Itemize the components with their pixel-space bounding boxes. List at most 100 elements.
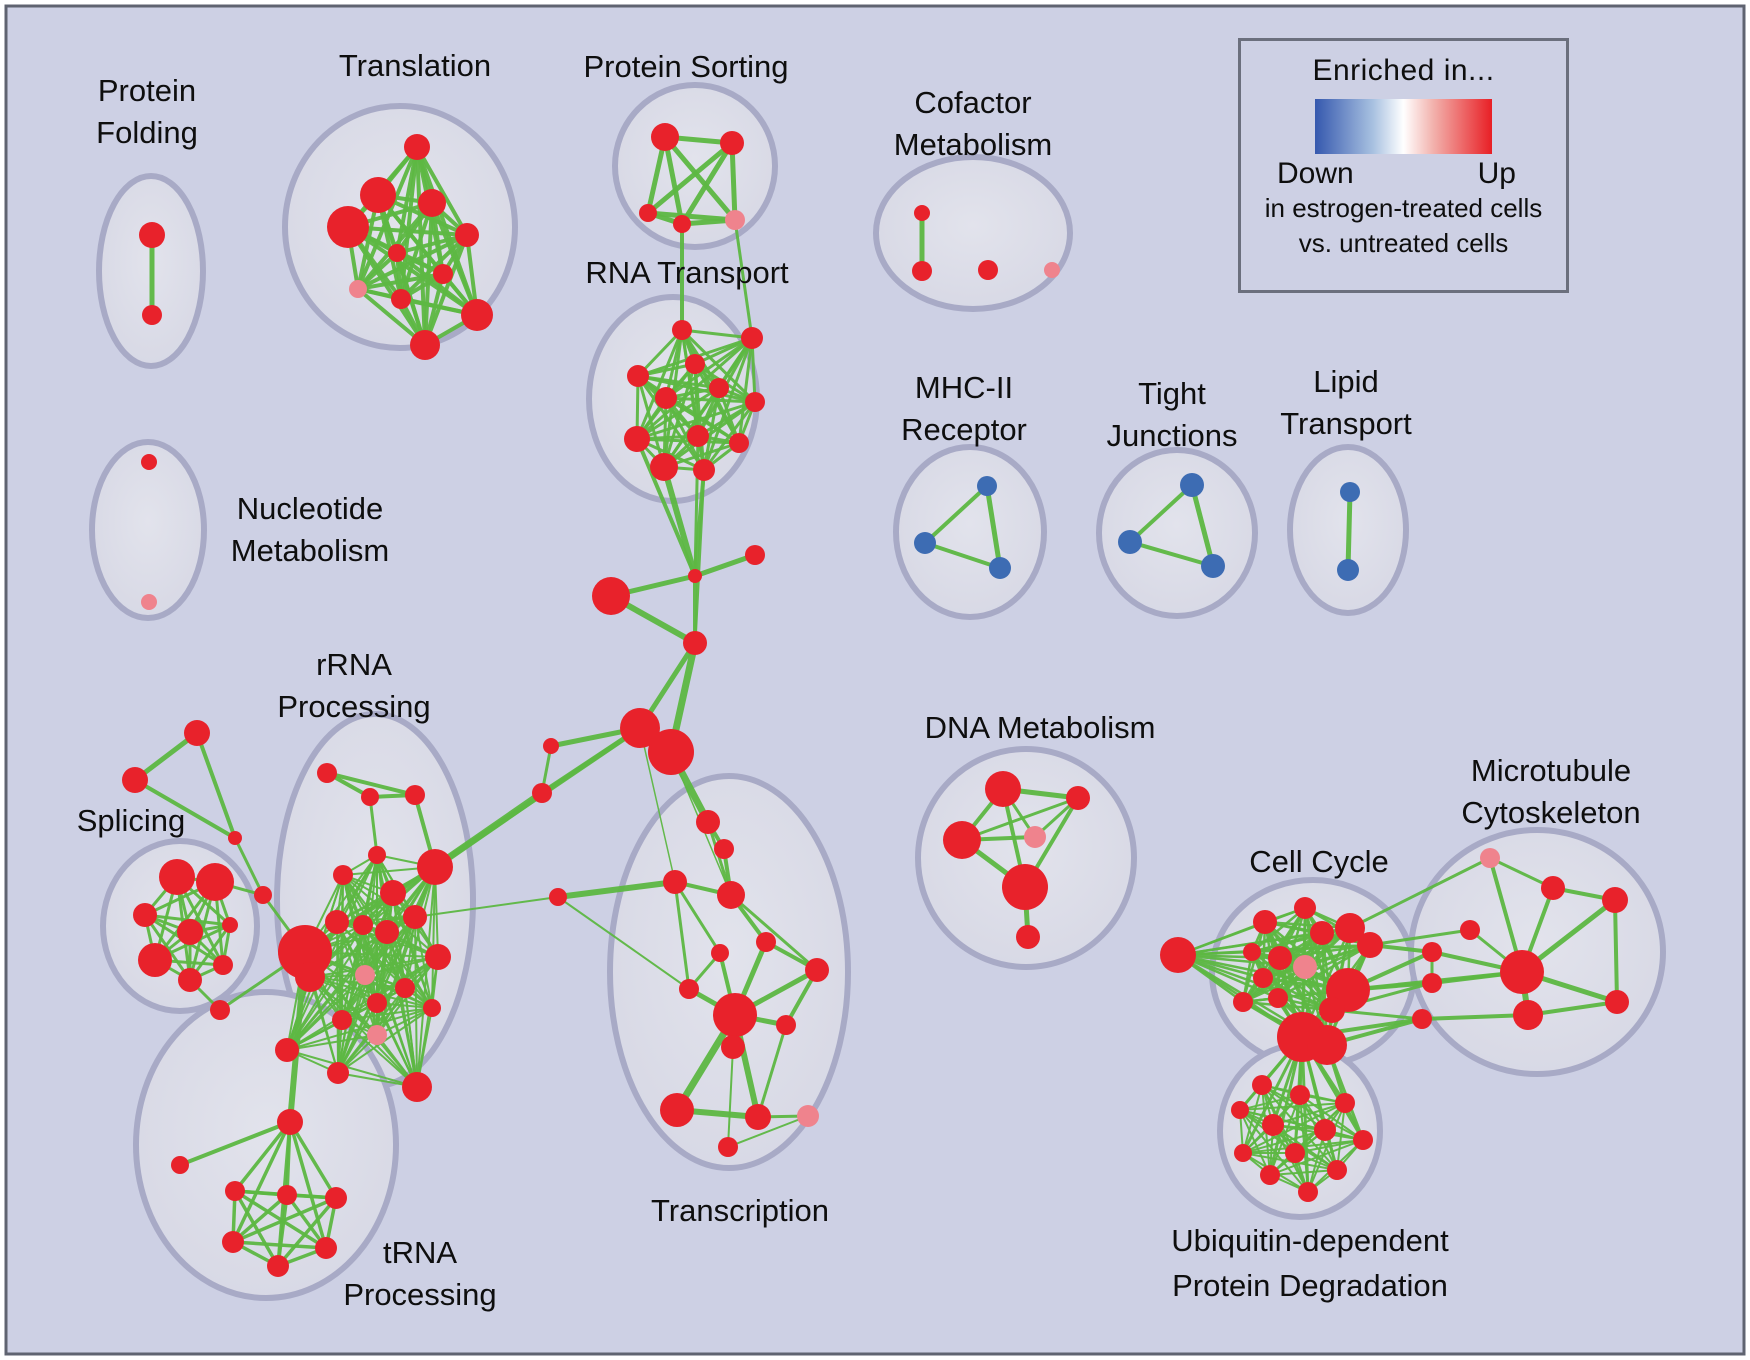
network-node-m1 <box>1480 848 1500 868</box>
network-edge <box>133 778 237 840</box>
network-edge <box>636 374 757 404</box>
network-node-r1 <box>672 320 692 340</box>
network-edge <box>702 400 757 472</box>
network-edge <box>336 921 339 1074</box>
network-node-tr9 <box>713 993 757 1037</box>
network-edge <box>231 1196 338 1244</box>
network-edge <box>557 896 690 990</box>
network-node-r6 <box>709 378 729 398</box>
network-node-k15 <box>1307 1025 1347 1065</box>
protein-sorting-label: Protein Sorting <box>583 49 788 84</box>
network-node-t3 <box>327 206 369 248</box>
network-node-d6 <box>1016 925 1040 949</box>
network-node-r9 <box>687 425 709 447</box>
network-edge <box>692 552 758 579</box>
network-node-m7 <box>1513 1000 1543 1030</box>
network-node-u11 <box>1327 1160 1347 1180</box>
network-node-t2 <box>360 177 396 213</box>
network-node-m5 <box>1500 950 1544 994</box>
network-node-k8 <box>1293 955 1317 979</box>
network-edge <box>395 233 469 255</box>
network-edge <box>984 483 1003 571</box>
network-edge <box>555 879 678 900</box>
network-edge <box>1420 1013 1530 1021</box>
network-edge <box>233 1189 280 1268</box>
network-edge <box>392 892 433 1009</box>
trna-processing-label: tRNA Processing <box>343 1235 496 1312</box>
mhc-ii-receptor-label: MHC-II Receptor <box>901 370 1027 447</box>
network-node-c3 <box>592 577 630 615</box>
network-node-q1 <box>277 1109 303 1135</box>
network-node-bh2 <box>295 962 325 992</box>
network-node-u6 <box>1314 1119 1336 1141</box>
network-edge <box>661 464 698 579</box>
network-edge <box>1345 489 1353 573</box>
network-node-t9 <box>391 289 411 309</box>
network-edge <box>635 386 721 441</box>
network-node-tr2 <box>714 839 734 859</box>
network-node-g2 <box>1118 530 1142 554</box>
network-node-u9 <box>1353 1130 1373 1150</box>
network-edge <box>376 1007 433 1036</box>
network-edge <box>680 328 754 340</box>
microtubule-cytoskeleton-label: Microtubule Cytoskeleton <box>1461 753 1640 830</box>
network-edge <box>1189 482 1216 569</box>
legend-subtitle-2: vs. untreated cells <box>1298 228 1509 258</box>
network-node-q7 <box>315 1237 337 1259</box>
network-node-ft2 <box>122 767 148 793</box>
network-edge <box>1128 483 1194 544</box>
network-node-p13 <box>355 965 375 985</box>
cell-cycle-label: Cell Cycle <box>1249 844 1389 879</box>
network-edge <box>729 140 738 223</box>
network-edge <box>233 1120 292 1193</box>
network-node-k3 <box>1310 921 1334 945</box>
network-edge <box>737 336 754 445</box>
network-edge <box>309 976 339 1074</box>
network-node-s2 <box>159 859 195 895</box>
network-edge <box>195 731 237 840</box>
network-node-k5 <box>1357 932 1383 958</box>
network-node-p21 <box>402 1072 432 1102</box>
network-node-u1 <box>1252 1075 1272 1095</box>
network-node-s11 <box>210 1000 230 1020</box>
network-node-u12 <box>1298 1182 1318 1202</box>
network-edge <box>286 1049 418 1088</box>
network-node-u5 <box>1262 1114 1284 1136</box>
network-node-c1 <box>688 569 702 583</box>
network-node-p6 <box>417 849 453 885</box>
network-node-tr4 <box>717 881 745 909</box>
network-edge <box>693 468 706 645</box>
network-edge <box>341 1019 418 1088</box>
network-edge <box>368 795 379 857</box>
network-edge <box>431 866 436 1009</box>
network-node-cf3 <box>978 260 998 280</box>
dna-metabolism-label: DNA Metabolism <box>925 710 1156 745</box>
network-edge <box>231 1193 289 1244</box>
network-node-p18 <box>367 1025 387 1045</box>
network-node-tr11 <box>721 1035 745 1059</box>
network-edge <box>756 1023 788 1119</box>
network-node-tr7 <box>679 979 699 999</box>
network-node-p12 <box>425 944 451 970</box>
rrna-processing-label: rRNA Processing <box>277 647 430 724</box>
network-edge <box>231 1240 328 1250</box>
network-node-cf4 <box>1044 262 1060 278</box>
network-node-m3 <box>1602 887 1628 913</box>
network-node-k7 <box>1268 946 1292 970</box>
network-node-d4 <box>1024 826 1046 848</box>
network-edge <box>673 880 691 991</box>
network-edge <box>286 1034 378 1051</box>
mhc-ii-receptor-ellipse <box>893 444 1047 620</box>
network-node-k13 <box>1319 997 1345 1023</box>
network-node-hub1 <box>620 708 660 748</box>
network-node-ps5 <box>725 210 745 230</box>
network-edge <box>325 771 417 797</box>
nucleotide-metabolism-ellipse <box>89 439 207 621</box>
network-node-t1 <box>404 134 430 160</box>
network-edge <box>1242 1139 1364 1154</box>
network-node-cf1 <box>914 205 930 221</box>
network-node-cf2 <box>912 261 932 281</box>
label-layer: Protein Folding Nucleotide Metabolism Transl… <box>77 48 1641 1312</box>
network-node-ps1 <box>651 123 679 151</box>
